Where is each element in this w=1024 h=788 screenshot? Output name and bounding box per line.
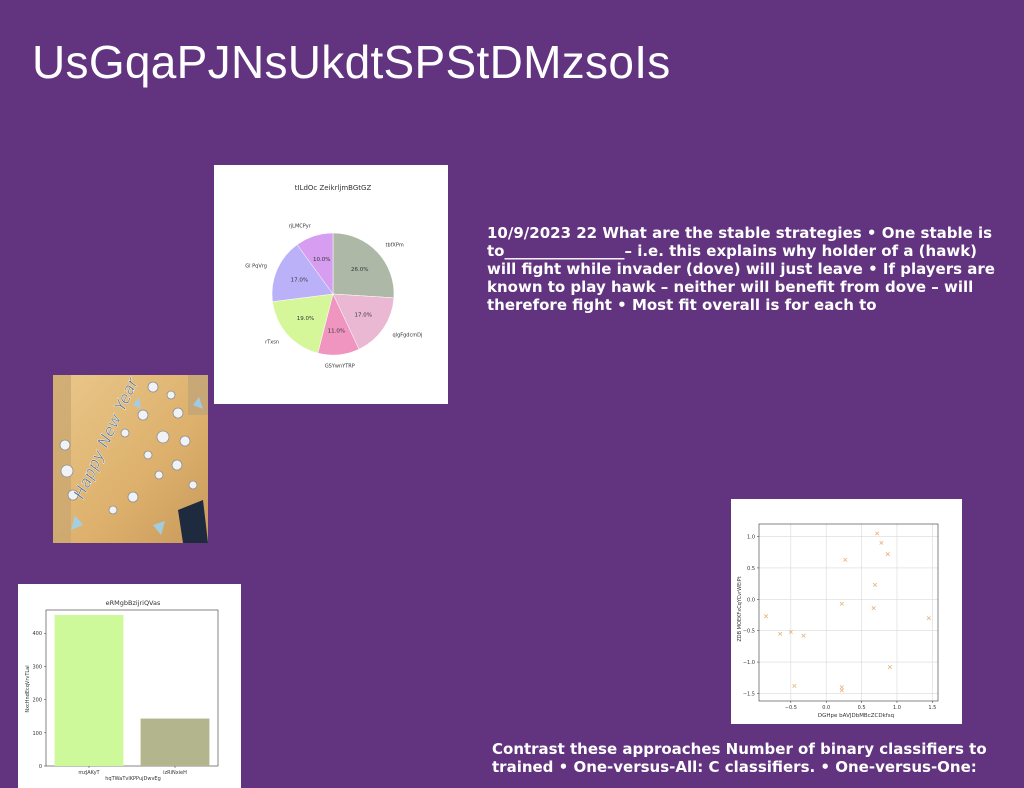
bar-chart-title: eRMgbBzijriQVas — [106, 599, 161, 607]
pie-slice-value: 17.0% — [291, 278, 308, 284]
body-text-bottom: Contrast these approaches Number of bina… — [492, 740, 987, 776]
pie-slice-label: rjLMCPyr — [289, 224, 312, 230]
bar-chart-xtick-label: izRiNxieH — [163, 770, 187, 776]
scatter-point — [875, 531, 880, 536]
bar-chart-panel: eRMgbBzijriQVas hqTWaTvlKPPujDwvEg NxcHn… — [18, 584, 241, 788]
pie-chart-title: tILdOc ZeikrljmBGtGZ — [295, 184, 372, 192]
scatter-point — [843, 557, 848, 562]
pie-slice — [332, 232, 395, 299]
scatter-point — [839, 601, 844, 606]
scatter-ytick-label: −1.5 — [743, 691, 755, 697]
scatter-point — [763, 614, 769, 619]
pie-slice-value: 19.0% — [297, 316, 314, 322]
bar-chart: eRMgbBzijriQVas hqTWaTvlKPPujDwvEg NxcHn… — [25, 599, 219, 782]
scatter-chart-ylabel: ZDB MOEKFxCqYCvrWEiPt — [737, 576, 743, 641]
bar-chart-ytick-label: 100 — [32, 731, 42, 737]
pie-slice — [271, 244, 334, 302]
scatter-ytick-label: 0.5 — [747, 566, 755, 572]
pie-slice-value: 11.0% — [328, 328, 345, 334]
scatter-chart-axes — [758, 523, 939, 702]
scatter-point — [778, 631, 783, 636]
bar-chart-ytick-label: 200 — [32, 698, 42, 704]
scatter-ytick-label: −1.0 — [743, 660, 755, 666]
scatter-xtick-label: 0.0 — [822, 705, 830, 711]
scatter-ytick-label: −0.5 — [743, 629, 755, 635]
bar-chart-xlabel: hqTWaTvlKPPujDwvEg — [105, 776, 161, 782]
pie-slice-value: 26.0% — [351, 267, 368, 273]
scatter-point — [792, 683, 797, 689]
scatter-chart-xlabel: DGHpe bAVJDbMBcZCDkfsq — [818, 713, 894, 719]
body-text-top: 10/9/2023 22 What are the stable strateg… — [487, 224, 995, 314]
scatter-ytick-label: 1.0 — [747, 535, 755, 541]
scatter-point — [801, 633, 806, 638]
pie-slice — [296, 232, 334, 295]
bar-chart-xtick-label: mzJAKyT — [78, 770, 100, 776]
bar-chart-ytick-label: 0 — [39, 764, 42, 770]
pie-slice — [272, 293, 334, 354]
scatter-xtick-label: −0.5 — [785, 705, 797, 711]
scatter-point — [788, 629, 793, 635]
pie-slice-value: 17.0% — [355, 313, 372, 319]
happy-new-year-photo: Happy New Year — [53, 375, 208, 543]
pie-slice-label: GSYwnYTRP — [325, 364, 355, 370]
scatter-point — [839, 688, 844, 693]
scatter-xtick-label: 1.0 — [893, 705, 901, 711]
slide-title: UsGqaPJNsUkdtSPStDMzsoIs — [32, 36, 671, 88]
bar-chart-ytick-label: 300 — [32, 664, 42, 670]
scatter-point — [885, 552, 890, 557]
pie-slice-label: Gl PqVrg — [245, 263, 267, 269]
bar-chart-ytick-label: 400 — [32, 631, 42, 637]
scatter-point — [887, 665, 892, 670]
scatter-xtick-label: 1.5 — [928, 705, 936, 711]
pie-slice-value: 10.0% — [313, 257, 330, 263]
bar-chart-axes — [45, 609, 219, 767]
scatter-point — [839, 685, 844, 690]
scatter-point — [871, 606, 876, 611]
scatter-chart: DGHpe bAVJDbMBcZCDkfsq ZDB MOEKFxCqYCvrW… — [737, 523, 939, 719]
pie-chart: tILdOc ZeikrljmBGtGZ 26.0% tbfXPm 17.0% qlg… — [245, 184, 423, 370]
bar — [140, 718, 210, 766]
bar-chart-ylabel: NxcHndEcqVrvTLal — [25, 665, 31, 712]
bar — [54, 614, 124, 766]
pie-slice-label: qlgFgdcmDj — [393, 333, 423, 339]
scatter-ytick-label: 0.0 — [747, 597, 755, 603]
pie-chart-panel: tILdOc ZeikrljmBGtGZ 26.0% tbfXPm 17.0% qlg… — [214, 165, 448, 404]
scatter-xtick-label: 0.5 — [858, 705, 866, 711]
scatter-chart-panel: DGHpe bAVJDbMBcZCDkfsq ZDB MOEKFxCqYCvrW… — [731, 499, 962, 724]
scatter-point — [872, 582, 878, 587]
pie-slice-label: rTxsn — [265, 340, 279, 346]
scatter-point — [926, 616, 931, 621]
scatter-point — [879, 540, 884, 545]
pie-slice-label: tbfXPm — [386, 243, 404, 249]
pie-slice — [332, 293, 395, 350]
